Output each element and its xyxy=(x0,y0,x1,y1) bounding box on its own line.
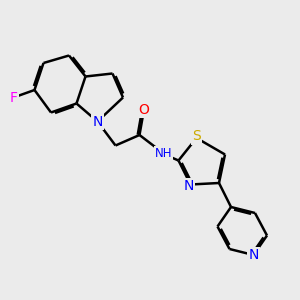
Text: O: O xyxy=(139,103,149,116)
Text: N: N xyxy=(92,115,103,128)
Text: F: F xyxy=(10,91,17,104)
Text: N: N xyxy=(184,179,194,193)
Text: NH: NH xyxy=(155,146,172,160)
Text: N: N xyxy=(248,248,259,262)
Text: S: S xyxy=(192,130,201,143)
